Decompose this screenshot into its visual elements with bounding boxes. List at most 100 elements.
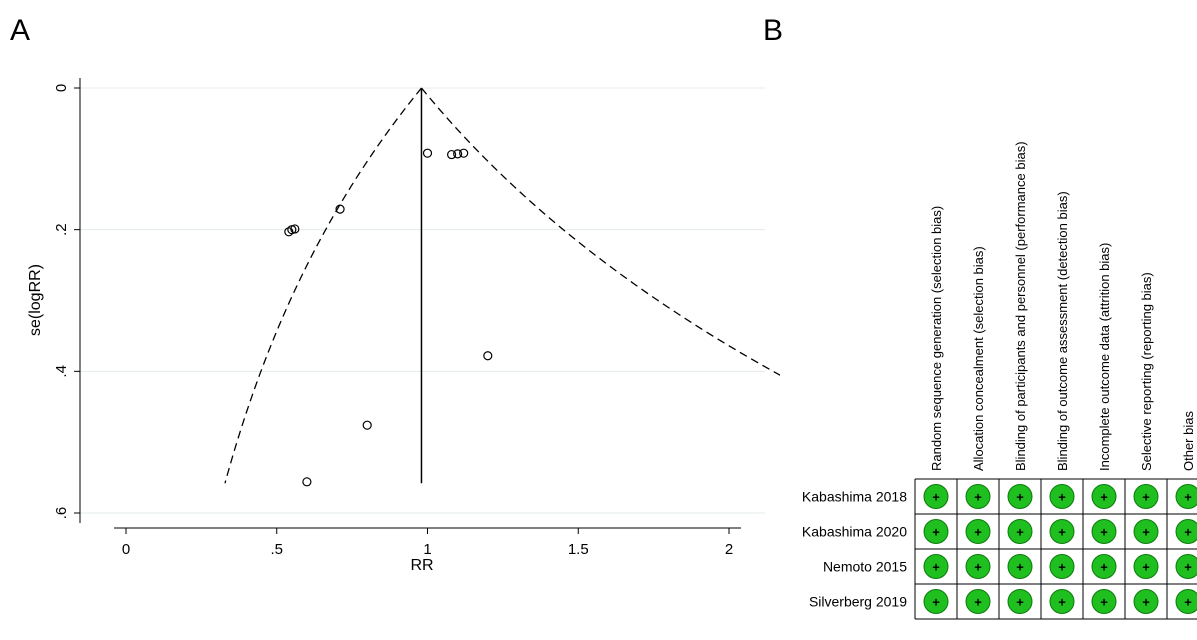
low-risk-symbol: + (932, 595, 940, 610)
low-risk-marker: + (1133, 554, 1159, 579)
low-risk-circle (923, 484, 949, 509)
low-risk-marker: + (965, 484, 991, 509)
low-risk-symbol: + (1100, 490, 1108, 505)
study-point (447, 149, 457, 160)
low-risk-marker: + (965, 519, 991, 544)
low-risk-symbol: + (1058, 490, 1066, 505)
low-risk-symbol: + (1016, 525, 1024, 540)
low-risk-circle (1133, 484, 1159, 509)
low-risk-marker: + (1049, 519, 1075, 544)
low-risk-symbol: + (932, 525, 940, 540)
y-tick-label: .4 (53, 365, 70, 378)
x-tick-label: 1 (423, 541, 431, 558)
low-risk-circle (1175, 484, 1197, 509)
low-risk-symbol: + (1142, 490, 1150, 505)
low-risk-marker: + (923, 519, 949, 544)
y-axis-title: se(logRR) (27, 264, 44, 336)
study-point (290, 224, 300, 234)
low-risk-marker: + (1091, 484, 1117, 509)
low-risk-circle (923, 589, 949, 614)
study-point (335, 204, 345, 214)
low-risk-marker: + (1133, 519, 1159, 544)
low-risk-circle (1049, 554, 1075, 579)
low-risk-circle (965, 519, 991, 544)
low-risk-symbol: + (932, 490, 940, 505)
low-risk-marker: + (1091, 554, 1117, 579)
low-risk-circle (965, 554, 991, 579)
low-risk-circle (1007, 589, 1033, 614)
rob-row-label: Kabashima 2018 (802, 489, 907, 505)
low-risk-circle (1007, 519, 1033, 544)
rob-column-label: Blinding of outcome assessment (detectio… (1055, 191, 1070, 471)
low-risk-marker: + (965, 554, 991, 579)
low-risk-circle (965, 484, 991, 509)
low-risk-symbol: + (974, 560, 982, 575)
low-risk-marker: + (1175, 484, 1197, 509)
low-risk-symbol: + (1016, 560, 1024, 575)
low-risk-marker: + (1007, 519, 1033, 544)
low-risk-symbol: + (1184, 560, 1192, 575)
study-point (422, 148, 433, 158)
low-risk-circle (1049, 519, 1075, 544)
low-risk-circle (1133, 589, 1159, 614)
low-risk-circle (1175, 519, 1197, 544)
low-risk-symbol: + (1058, 595, 1066, 610)
low-risk-symbol: + (1142, 560, 1150, 575)
panel-label-b: B (763, 14, 784, 47)
low-risk-marker: + (1175, 519, 1197, 544)
low-risk-marker: + (1049, 589, 1075, 614)
low-risk-circle (1091, 589, 1117, 614)
low-risk-marker: + (923, 589, 949, 614)
low-risk-marker: + (1049, 554, 1075, 579)
low-risk-circle (1133, 519, 1159, 544)
low-risk-circle (1007, 554, 1033, 579)
low-risk-symbol: + (1184, 490, 1192, 505)
rob-row-label: Silverberg 2019 (809, 594, 907, 610)
low-risk-circle (1049, 589, 1075, 614)
low-risk-circle (1175, 589, 1197, 614)
funnel-right-limit (420, 87, 780, 376)
x-tick-label: 2 (725, 541, 733, 558)
low-risk-marker: + (1175, 589, 1197, 614)
study-point (362, 420, 372, 430)
low-risk-symbol: + (932, 560, 940, 575)
funnel-left-limit (224, 87, 422, 484)
x-tick-label: .5 (270, 541, 283, 558)
low-risk-symbol: + (1058, 560, 1066, 575)
rob-column-label: Incomplete outcome data (attrition bias) (1097, 243, 1112, 471)
x-axis-title: RR (410, 557, 433, 574)
x-tick-label: 1.5 (568, 541, 589, 558)
low-risk-symbol: + (974, 595, 982, 610)
low-risk-symbol: + (1016, 595, 1024, 610)
study-point (459, 148, 469, 158)
low-risk-symbol: + (1184, 595, 1192, 610)
low-risk-symbol: + (1184, 525, 1192, 540)
y-tick-label: .6 (53, 507, 70, 520)
study-point (284, 227, 294, 237)
low-risk-circle (923, 554, 949, 579)
low-risk-marker: + (1133, 484, 1159, 509)
low-risk-marker: + (923, 484, 949, 509)
low-risk-circle (1091, 519, 1117, 544)
rob-row-label: Nemoto 2015 (823, 559, 907, 575)
study-point (483, 351, 493, 361)
low-risk-symbol: + (974, 490, 982, 505)
low-risk-circle (1049, 484, 1075, 509)
rob-column-label: Selective reporting (reporting bias) (1139, 272, 1154, 471)
x-tick-label: 0 (122, 541, 130, 558)
low-risk-marker: + (1133, 589, 1159, 614)
low-risk-marker: + (1091, 589, 1117, 614)
rob-column-label: Allocation concealment (selection bias) (971, 246, 986, 471)
low-risk-marker: + (1007, 554, 1033, 579)
low-risk-symbol: + (1016, 490, 1024, 505)
study-point (302, 477, 312, 487)
low-risk-symbol: + (1142, 525, 1150, 540)
panel-label-a: A (10, 14, 31, 47)
rob-column-label: Random sequence generation (selection bi… (929, 206, 944, 471)
low-risk-marker: + (965, 589, 991, 614)
study-point (453, 149, 463, 159)
low-risk-symbol: + (1100, 525, 1108, 540)
low-risk-symbol: + (974, 525, 982, 540)
low-risk-circle (1091, 554, 1117, 579)
